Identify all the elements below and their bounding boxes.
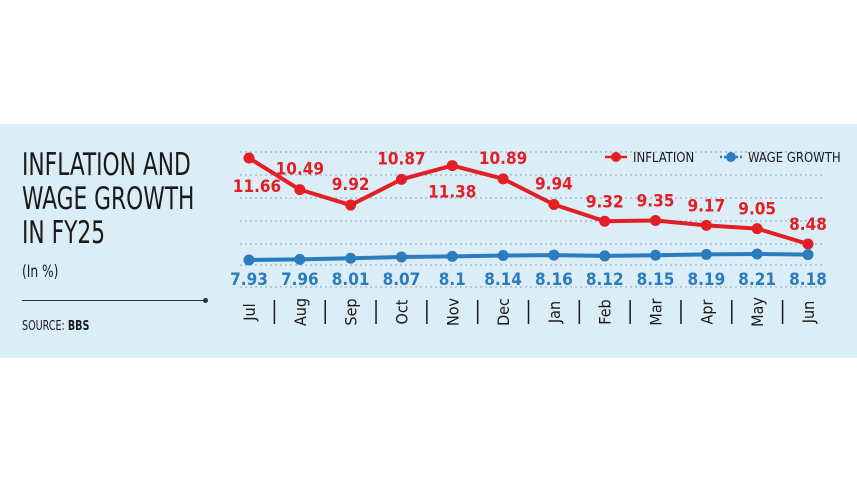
x-tick-label: Oct — [392, 299, 411, 324]
source-name: BBS — [67, 319, 90, 334]
wage-growth-data-label: 8.1 — [439, 270, 466, 290]
inflation-data-label: 9.17 — [687, 196, 725, 216]
chart-headline: INFLATION AND WAGE GROWTH IN FY25 — [22, 148, 194, 250]
wage-growth-point — [548, 249, 560, 261]
inflation-point — [243, 152, 255, 164]
wage-growth-data-label: 8.15 — [637, 270, 675, 290]
legend-label: INFLATION — [633, 151, 694, 166]
inflation-data-label: 10.87 — [377, 149, 425, 169]
legend-swatch-dot — [611, 152, 621, 162]
x-tick-label: Feb — [596, 299, 615, 324]
x-tick-label: Sep — [342, 298, 361, 325]
x-tick-label: Mar — [647, 298, 666, 325]
chart-panel — [0, 124, 857, 358]
inflation-data-label: 10.89 — [479, 149, 527, 169]
legend-swatch-dot — [726, 152, 736, 162]
inflation-point — [650, 214, 662, 226]
wage-growth-point — [497, 250, 509, 261]
wage-growth-point — [243, 254, 255, 266]
x-tick-label: Dec — [494, 298, 513, 326]
inflation-data-label: 9.92 — [332, 175, 370, 195]
headline-line: IN FY25 — [22, 215, 106, 251]
wage-growth-data-label: 8.21 — [738, 270, 776, 290]
x-tick-label: Apr — [697, 299, 716, 324]
inflation-data-label: 8.48 — [789, 215, 827, 235]
unit-label: (In %) — [22, 262, 59, 282]
category-separators — [273, 300, 784, 324]
grid-lines — [240, 151, 822, 288]
data-points — [243, 152, 814, 266]
wage-growth-data-label: 8.18 — [789, 270, 827, 290]
wage-growth-point — [700, 248, 712, 260]
divider-line — [22, 300, 206, 301]
legend-label: WAGE GROWTH — [748, 151, 841, 166]
inflation-data-label: 9.05 — [738, 200, 776, 220]
x-tick-label: Aug — [291, 298, 310, 326]
wage-growth-point — [802, 249, 814, 261]
inflation-point — [751, 223, 763, 235]
x-tick-label: Jun — [799, 301, 818, 325]
wage-growth-point — [599, 250, 611, 262]
wage-growth-point — [294, 253, 306, 265]
series-lines — [247, 156, 809, 262]
wage-growth-data-label: 8.14 — [484, 270, 522, 290]
wage-growth-point — [751, 248, 763, 260]
x-tick-label: Nov — [443, 297, 462, 326]
inflation-line — [247, 156, 809, 246]
inflation-data-label: 9.94 — [535, 175, 573, 195]
wage-growth-data-label: 7.93 — [230, 270, 268, 290]
inflation-data-label: 9.35 — [637, 191, 675, 211]
wage-growth-data-label: 8.01 — [332, 270, 370, 290]
x-tick-label: Jan — [545, 301, 564, 324]
inflation-point — [700, 219, 712, 231]
inflation-point — [446, 160, 458, 172]
wage-growth-data-label: 8.07 — [383, 270, 421, 290]
wage-growth-data-label: 7.96 — [281, 270, 319, 290]
wage-growth-data-label: 8.16 — [535, 270, 573, 290]
wage-growth-point — [446, 250, 458, 262]
inflation-data-label: 10.49 — [276, 160, 324, 180]
source-credit: SOURCE: BBS — [22, 319, 89, 334]
x-tick-label: May — [748, 297, 767, 327]
x-axis-ticks: Jul Aug Sep Oct Nov Dec Jan Feb Mar Apr May Jun — [240, 297, 818, 327]
headline-line: WAGE GROWTH — [22, 181, 195, 217]
wage-growth-point — [345, 252, 357, 264]
wage-growth-line — [248, 252, 809, 262]
headline-line: INFLATION AND — [22, 147, 191, 183]
inflation-data-label: 11.38 — [428, 183, 476, 203]
inflation-point — [599, 215, 611, 227]
inflation-point — [395, 173, 407, 185]
inflation-point — [802, 238, 814, 250]
wage-growth-data-label: 8.19 — [687, 270, 725, 290]
inflation-data-label: 9.32 — [586, 192, 624, 212]
inflation-point — [294, 184, 306, 196]
wage-growth-point — [395, 251, 407, 263]
inflation-point — [548, 199, 560, 211]
inflation-point — [497, 173, 509, 185]
divider-dot — [203, 298, 208, 303]
source-label: SOURCE: — [22, 319, 65, 334]
inflation-data-label: 11.66 — [233, 177, 281, 197]
wage-growth-point — [650, 249, 662, 261]
legend: INFLATION WAGE GROWTH — [605, 151, 841, 166]
inflation-point — [345, 199, 357, 211]
wage-growth-data-label: 8.12 — [586, 270, 624, 290]
x-tick-label: Jul — [240, 303, 259, 321]
